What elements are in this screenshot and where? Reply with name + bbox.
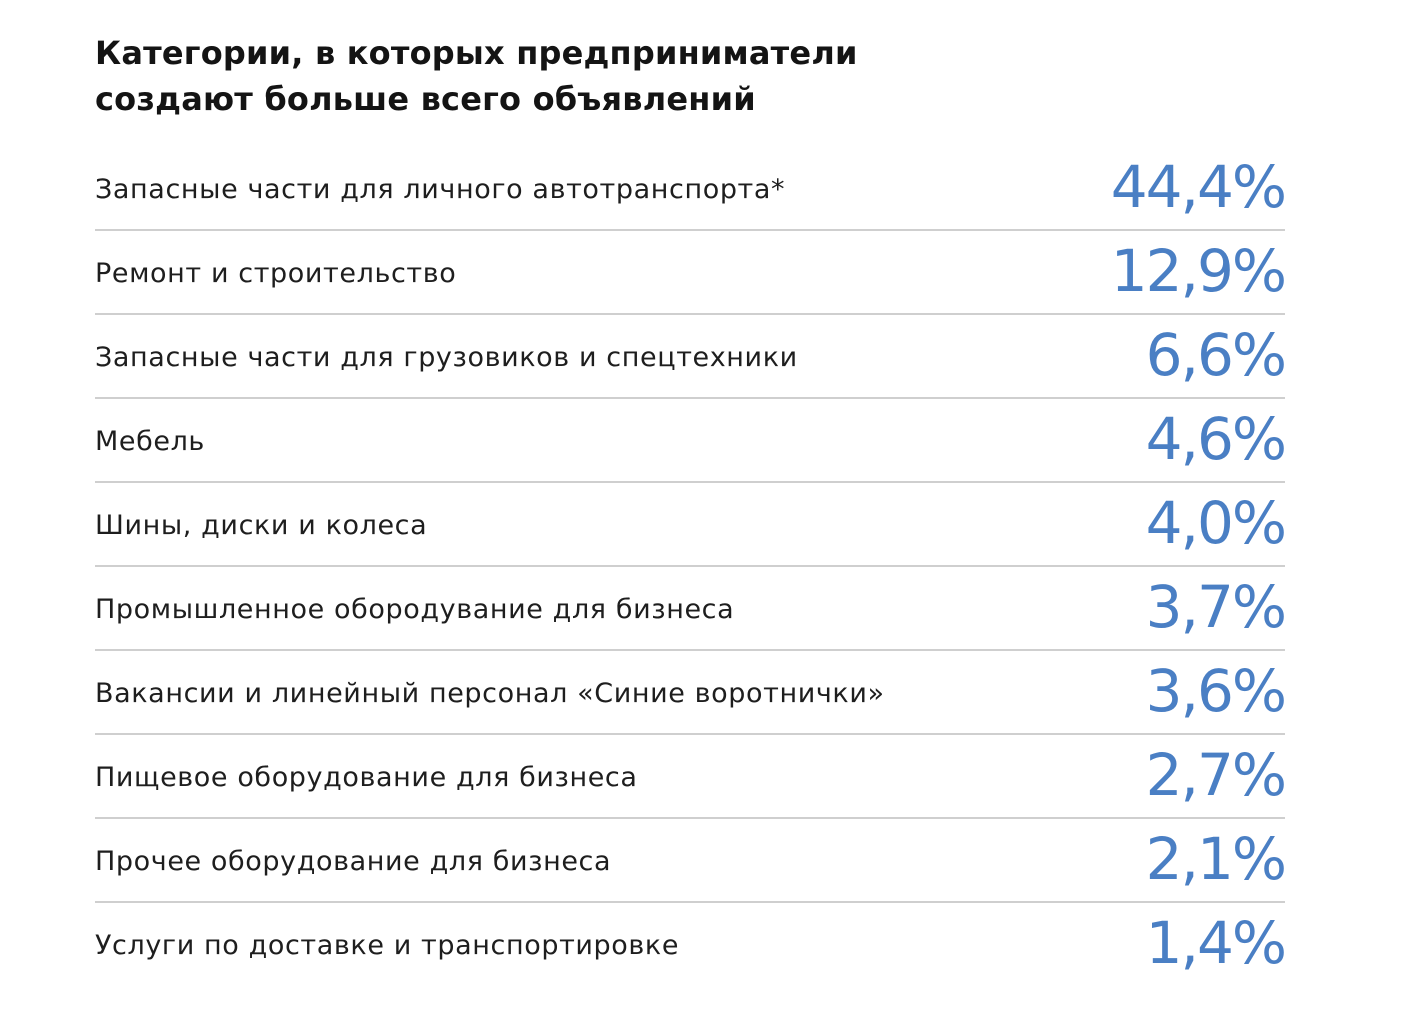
category-label: Мебель [95, 426, 205, 457]
category-percent: 12,9% [1110, 237, 1287, 305]
category-row: Промышленное обородувание для бизнеса 3,… [95, 567, 1287, 651]
category-percent: 4,0% [1145, 489, 1287, 557]
category-label: Шины, диски и колеса [95, 510, 428, 541]
category-label: Запасные части для грузовиков и спецтехн… [95, 342, 798, 373]
category-label: Прочее оборудование для бизнеса [95, 846, 612, 877]
category-list: Запасные части для личного автотранспорт… [95, 147, 1287, 987]
category-percent: 2,7% [1145, 741, 1287, 809]
category-percent: 6,6% [1145, 321, 1287, 389]
category-row: Услуги по доставке и транспортировке 1,4… [95, 903, 1287, 987]
category-percent: 3,6% [1145, 657, 1287, 725]
category-percent: 2,1% [1145, 825, 1287, 893]
category-label: Вакансии и линейный персонал «Синие воро… [95, 678, 885, 709]
category-row: Запасные части для личного автотранспорт… [95, 147, 1287, 231]
category-percent: 1,4% [1145, 909, 1287, 977]
category-label: Услуги по доставке и транспортировке [95, 930, 680, 961]
page-title: Категории, в которых предприниматели соз… [95, 30, 1095, 122]
category-row: Пищевое оборудование для бизнеса 2,7% [95, 735, 1287, 819]
category-row: Ремонт и строительство 12,9% [95, 231, 1287, 315]
category-label: Запасные части для личного автотранспорт… [95, 174, 786, 205]
category-row: Запасные части для грузовиков и спецтехн… [95, 315, 1287, 399]
category-label: Ремонт и строительство [95, 258, 457, 289]
category-row: Вакансии и линейный персонал «Синие воро… [95, 651, 1287, 735]
category-percent: 3,7% [1145, 573, 1287, 641]
category-row: Прочее оборудование для бизнеса 2,1% [95, 819, 1287, 903]
category-percent: 4,6% [1145, 405, 1287, 473]
category-label: Промышленное обородувание для бизнеса [95, 594, 735, 625]
category-label: Пищевое оборудование для бизнеса [95, 762, 638, 793]
page-title-line-1: Категории, в которых предприниматели [95, 34, 858, 72]
category-row: Шины, диски и колеса 4,0% [95, 483, 1287, 567]
category-row: Мебель 4,6% [95, 399, 1287, 483]
page-title-line-2: создают больше всего объявлений [95, 80, 756, 118]
category-percent: 44,4% [1110, 153, 1287, 221]
